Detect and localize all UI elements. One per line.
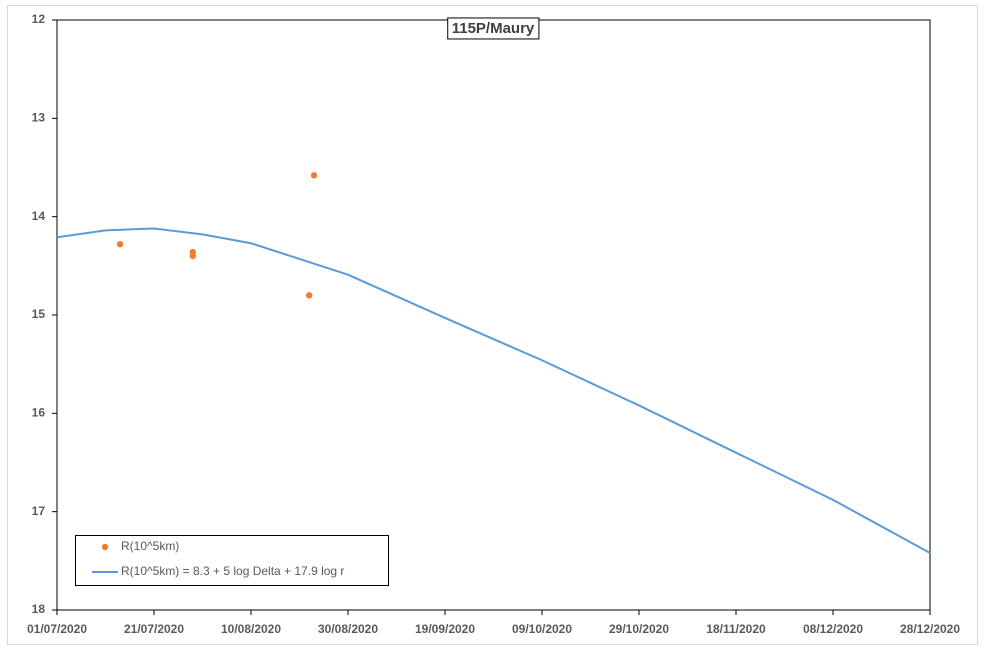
y-tick-label: 14	[32, 209, 46, 223]
y-tick-label: 17	[32, 504, 46, 518]
y-tick-label: 16	[32, 406, 46, 420]
title-box	[447, 17, 540, 40]
x-tick-label: 28/12/2020	[900, 622, 960, 636]
x-tick-label: 09/10/2020	[512, 622, 572, 636]
data-point	[310, 172, 318, 179]
x-tick-label: 30/08/2020	[318, 622, 378, 636]
y-tick-label: 12	[32, 12, 46, 26]
data-point	[189, 252, 196, 260]
x-tick-label: 29/10/2020	[609, 622, 669, 636]
y-tick-label: 18	[32, 602, 46, 616]
y-tick-label: 15	[32, 307, 46, 321]
legend-label: R(10^5km)	[121, 539, 179, 553]
legend-swatch	[101, 543, 109, 551]
data-point	[116, 241, 124, 248]
x-tick-label: 10/08/2020	[221, 622, 281, 636]
x-tick-label: 19/09/2020	[415, 622, 475, 636]
y-tick-label: 13	[32, 111, 46, 125]
x-tick-label: 21/07/2020	[124, 622, 184, 636]
chart-title: 115P/Maury	[452, 20, 535, 37]
x-tick-label: 01/07/2020	[27, 622, 87, 636]
legend-label: R(10^5km) = 8.3 + 5 log Delta + 17.9 log…	[121, 564, 344, 578]
legend-box	[75, 535, 389, 586]
x-tick-label: 08/12/2020	[803, 622, 863, 636]
data-point	[306, 292, 313, 299]
x-tick-label: 18/11/2020	[706, 622, 766, 636]
fit-line	[56, 227, 931, 554]
